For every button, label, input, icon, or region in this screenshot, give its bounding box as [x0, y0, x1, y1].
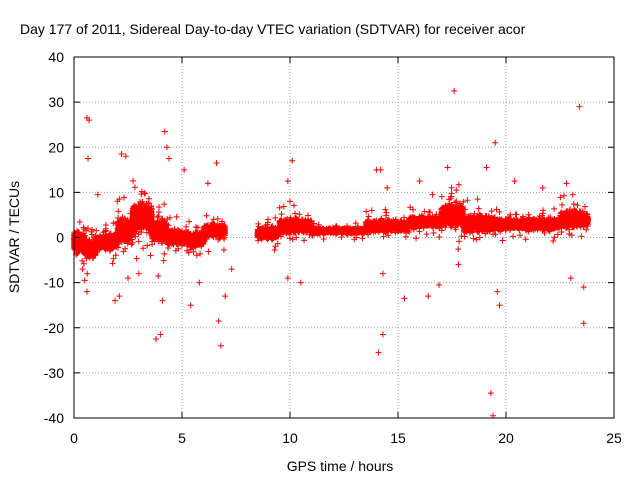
data-point	[210, 216, 217, 223]
data-point	[140, 245, 147, 252]
data-point	[161, 250, 168, 257]
data-point	[271, 247, 278, 254]
data-point	[76, 219, 83, 226]
data-point	[161, 201, 168, 208]
data-point	[166, 214, 173, 221]
data-point	[173, 213, 180, 220]
data-point	[264, 216, 271, 223]
data-point	[186, 218, 193, 225]
data-point	[193, 252, 200, 259]
data-point	[203, 212, 210, 219]
data-point	[183, 223, 190, 230]
data-point	[160, 257, 167, 264]
data-point	[197, 250, 204, 257]
data-point	[121, 194, 128, 201]
data-point	[147, 252, 154, 259]
grid	[74, 57, 614, 418]
data-point	[84, 270, 91, 277]
data-point	[131, 184, 138, 191]
data-point	[109, 260, 116, 267]
data-point	[88, 243, 95, 250]
data-point	[220, 246, 227, 253]
data-point	[133, 255, 140, 262]
data-point	[272, 214, 279, 221]
data-point	[130, 177, 137, 184]
data-series	[71, 87, 592, 419]
data-point	[102, 222, 109, 229]
data-point	[79, 257, 86, 264]
data-point	[82, 240, 89, 247]
data-point	[115, 208, 122, 215]
data-point	[88, 231, 95, 238]
data-point	[77, 231, 84, 238]
data-point	[83, 227, 90, 234]
data-point	[83, 247, 90, 254]
chart-title: Day 177 of 2011, Sidereal Day-to-day VTE…	[20, 21, 526, 37]
data-point	[74, 238, 81, 245]
data-point	[89, 226, 96, 233]
data-point	[93, 227, 100, 234]
data-point	[83, 255, 90, 262]
data-point	[144, 242, 151, 249]
data-point	[86, 237, 93, 244]
data-point	[135, 238, 142, 245]
data-point	[156, 203, 163, 210]
data-point	[205, 248, 212, 255]
